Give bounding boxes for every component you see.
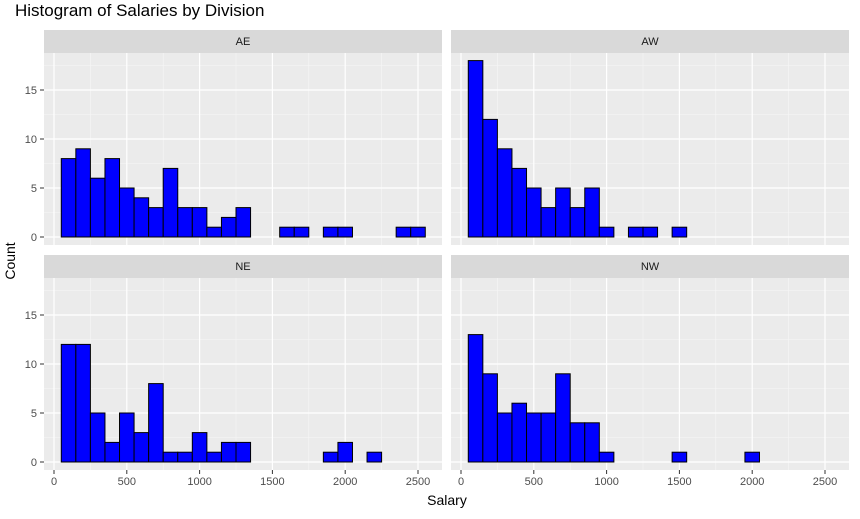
histogram-bar	[395, 226, 412, 238]
histogram-bar	[467, 60, 484, 238]
facet-strip	[44, 30, 442, 53]
histogram-bar	[627, 226, 644, 238]
histogram-bar	[162, 451, 179, 463]
histogram-bar	[235, 207, 252, 238]
histogram-bar	[511, 402, 528, 463]
facet-strip	[451, 30, 849, 53]
histogram-bar	[671, 226, 688, 238]
histogram-bar	[598, 226, 615, 238]
histogram-bar	[511, 167, 528, 238]
histogram-bar	[133, 197, 150, 238]
histogram-bar	[337, 226, 353, 238]
x-tick-label: 2500	[406, 476, 430, 488]
histogram-bar	[482, 118, 498, 238]
y-tick-label: 10	[25, 359, 37, 371]
histogram-bar	[569, 422, 586, 463]
histogram-bar	[148, 207, 164, 238]
histogram-bar	[293, 226, 310, 238]
histogram-bar	[642, 226, 659, 238]
histogram-bar	[322, 451, 339, 463]
x-tick-label: 1000	[594, 476, 618, 488]
x-tick-label: 0	[458, 476, 464, 488]
histogram-bar	[177, 207, 193, 238]
histogram-bar	[220, 216, 237, 238]
histogram-bar	[60, 158, 77, 238]
facet-ae: AE 0 5 10 15	[25, 30, 442, 245]
y-tick-label: 10	[25, 134, 37, 146]
histogram-bar	[206, 451, 222, 463]
y-tick-label: 15	[25, 310, 37, 322]
histogram-bar	[89, 177, 106, 238]
y-tick-label: 5	[31, 183, 37, 195]
histogram-bar	[162, 167, 179, 238]
histogram-bar	[220, 441, 237, 463]
histogram-bar	[671, 451, 688, 463]
x-tick-label: 1500	[260, 476, 284, 488]
histogram-bar	[279, 226, 295, 238]
histogram-bar	[235, 441, 252, 463]
y-tick-label: 0	[31, 457, 37, 469]
histogram-bar	[496, 412, 513, 463]
histogram-bar	[133, 432, 150, 463]
facet-strip	[451, 255, 849, 278]
histogram-bar	[322, 226, 339, 238]
x-tick-label: 500	[525, 476, 543, 488]
x-tick-label: 500	[118, 476, 136, 488]
histogram-bar	[540, 207, 557, 238]
histogram-bar	[482, 373, 498, 463]
x-tick-label: 0	[51, 476, 57, 488]
facet-strip	[44, 255, 442, 278]
histogram-bar	[148, 383, 164, 463]
y-tick-label: 5	[31, 408, 37, 420]
histogram-bar	[744, 451, 760, 463]
y-axis-title: Count	[2, 242, 18, 279]
x-axis-title: Salary	[427, 492, 467, 508]
facet-label: NE	[235, 261, 250, 273]
histogram-bar	[75, 343, 91, 463]
facet-label: AE	[236, 36, 251, 48]
facet-ne: NE 0 5 10 15 0 500 1000 1500 2000 2500	[25, 255, 442, 488]
histogram-bar	[60, 343, 77, 463]
facet-label: NW	[641, 261, 660, 273]
y-tick-label: 0	[31, 232, 37, 244]
y-tick-label: 15	[25, 85, 37, 97]
histogram-bar	[598, 451, 615, 463]
histogram-bar	[119, 412, 135, 463]
histogram-bar	[104, 158, 121, 238]
histogram-bar	[206, 226, 222, 238]
histogram-bar	[366, 451, 383, 463]
histogram-bar	[526, 412, 542, 463]
histogram-bar	[75, 148, 91, 238]
histogram-bar	[569, 207, 586, 238]
panel-background	[44, 278, 442, 470]
histogram-bar	[496, 148, 513, 238]
histogram-bar	[191, 207, 208, 238]
chart-title: Histogram of Salaries by Division	[15, 1, 264, 20]
histogram-bar	[540, 412, 557, 463]
x-tick-label: 1500	[667, 476, 691, 488]
x-tick-label: 2500	[813, 476, 837, 488]
histogram-bar	[410, 226, 426, 238]
x-tick-label: 2000	[740, 476, 764, 488]
histogram-bar	[555, 373, 571, 463]
facet-label: AW	[641, 36, 659, 48]
histogram-bar	[177, 451, 193, 463]
histogram-bar	[191, 432, 208, 463]
facet-aw: AW	[451, 30, 849, 245]
histogram-bar	[337, 441, 353, 463]
histogram-bar	[584, 422, 600, 463]
histogram-bar	[119, 187, 135, 238]
histogram-bar	[555, 187, 571, 238]
histogram-bar	[526, 187, 542, 238]
histogram-bar	[584, 187, 600, 238]
facet-nw: NW 0 500 1000 1500 2000 2500	[451, 255, 849, 488]
histogram-bar	[104, 441, 121, 463]
histogram-bar	[467, 334, 484, 463]
x-tick-label: 1000	[187, 476, 211, 488]
x-tick-label: 2000	[333, 476, 357, 488]
histogram-bar	[89, 412, 106, 463]
